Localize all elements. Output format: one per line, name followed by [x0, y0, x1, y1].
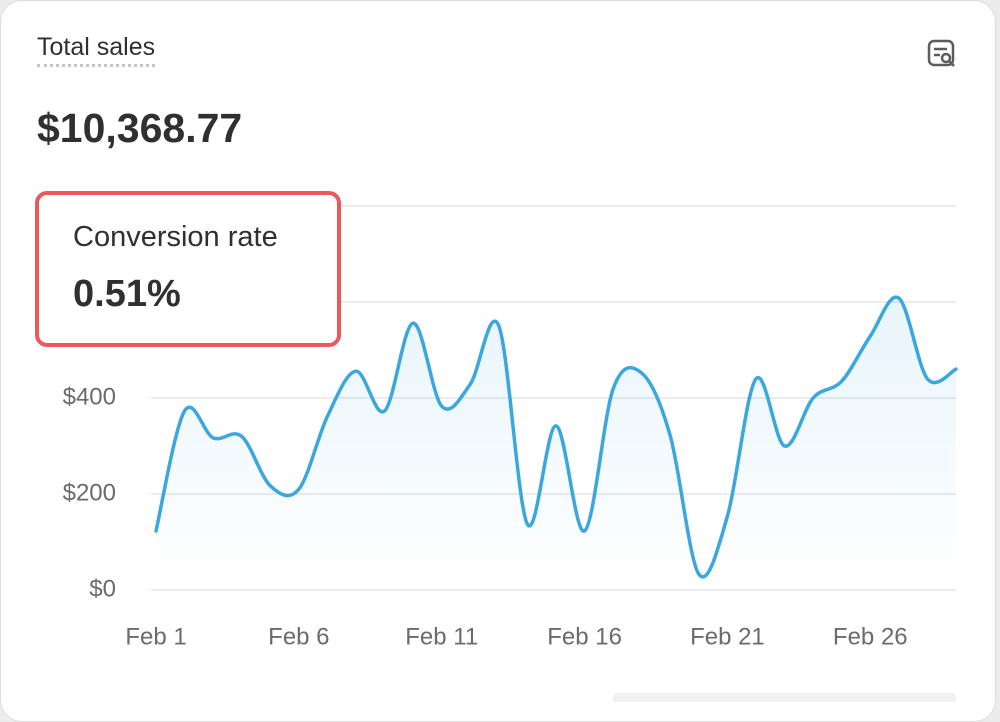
line	[154, 295, 958, 579]
search-icon[interactable]	[927, 39, 955, 67]
metric-label: Conversion rate	[73, 221, 278, 253]
x-tick-label: Feb 6	[268, 623, 329, 650]
metric-value: 0.51%	[73, 273, 181, 315]
x-tick-label: Feb 1	[125, 623, 186, 650]
x-tick-label: Feb 16	[547, 623, 622, 650]
highlight-box: Conversion rate 0.51%	[35, 191, 341, 347]
y-tick-label: $400	[63, 383, 116, 410]
y-tick-label: $0	[89, 575, 116, 602]
total-value: $10,368.77	[37, 105, 243, 151]
area	[156, 297, 956, 590]
card-title[interactable]: Total sales	[37, 33, 156, 67]
x-tick-label: Feb 21	[690, 623, 765, 650]
scrollbar	[613, 693, 956, 702]
x-tick-label: Feb 11	[405, 623, 478, 650]
y-tick-label: $200	[63, 479, 116, 506]
x-tick-label: Feb 26	[833, 623, 908, 650]
